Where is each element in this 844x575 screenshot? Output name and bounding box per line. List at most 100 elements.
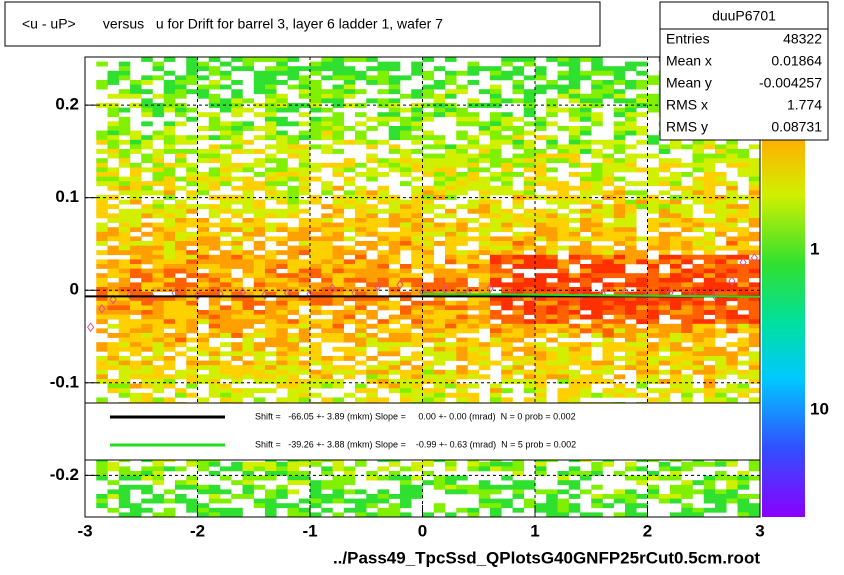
heatmap-cell bbox=[186, 172, 198, 177]
heatmap-cell bbox=[602, 356, 615, 361]
heatmap-cell bbox=[456, 323, 468, 329]
heatmap-cell bbox=[512, 80, 525, 85]
heatmap-cell bbox=[636, 126, 648, 131]
heatmap-cell bbox=[411, 245, 423, 251]
heatmap-cell bbox=[163, 323, 176, 329]
heatmap-cell bbox=[535, 121, 547, 127]
heatmap-cell bbox=[625, 204, 637, 210]
heatmap-cell bbox=[456, 319, 468, 325]
heatmap-cell bbox=[670, 365, 682, 371]
heatmap-cell bbox=[478, 222, 491, 228]
heatmap-cell bbox=[152, 296, 165, 302]
heatmap-cell bbox=[546, 287, 558, 292]
heatmap-cell bbox=[726, 273, 738, 279]
heatmap-cell bbox=[130, 346, 142, 352]
heatmap-cell bbox=[613, 268, 626, 274]
heatmap-cell bbox=[186, 236, 198, 242]
heatmap-cell bbox=[130, 264, 142, 269]
heatmap-cell bbox=[703, 167, 716, 173]
heatmap-cell bbox=[647, 218, 660, 223]
heatmap-cell bbox=[287, 374, 300, 380]
heatmap-cell bbox=[647, 241, 660, 246]
heatmap-cell bbox=[467, 250, 480, 256]
heatmap-cell bbox=[118, 75, 131, 81]
heatmap-cell bbox=[310, 480, 322, 486]
heatmap-cell bbox=[186, 254, 198, 260]
heatmap-cell bbox=[703, 153, 716, 159]
heatmap-cell bbox=[152, 93, 165, 99]
heatmap-cell bbox=[400, 291, 412, 297]
heatmap-cell bbox=[636, 374, 648, 380]
heatmap-cell bbox=[231, 369, 243, 375]
heatmap-cell bbox=[343, 273, 356, 279]
heatmap-cell bbox=[343, 250, 356, 256]
heatmap-cell bbox=[400, 374, 412, 380]
heatmap-cell bbox=[490, 466, 502, 472]
heatmap-cell bbox=[512, 319, 525, 325]
heatmap-cell bbox=[175, 388, 187, 394]
heatmap-cell bbox=[613, 241, 626, 246]
heatmap-cell bbox=[220, 287, 232, 292]
heatmap-cell bbox=[456, 149, 468, 154]
heatmap-cell bbox=[400, 388, 412, 394]
heatmap-cell bbox=[175, 218, 187, 223]
heatmap-cell bbox=[220, 259, 232, 265]
heatmap-cell bbox=[568, 199, 581, 205]
heatmap-cell bbox=[152, 356, 165, 361]
heatmap-cell bbox=[636, 310, 648, 315]
heatmap-cell bbox=[163, 121, 176, 127]
heatmap-cell bbox=[658, 259, 671, 265]
heatmap-cell bbox=[321, 116, 333, 122]
heatmap-cell bbox=[231, 250, 243, 256]
stats-value: -0.004257 bbox=[759, 75, 822, 91]
heatmap-cell bbox=[613, 494, 626, 499]
heatmap-cell bbox=[265, 185, 277, 191]
heatmap-cell bbox=[298, 167, 311, 173]
heatmap-cell bbox=[265, 93, 277, 99]
heatmap-cell bbox=[490, 84, 502, 90]
heatmap-cell bbox=[242, 346, 255, 352]
stats-label: RMS x bbox=[666, 97, 708, 113]
heatmap-cell bbox=[467, 103, 480, 108]
heatmap-cell bbox=[355, 296, 367, 302]
heatmap-cell bbox=[186, 323, 198, 329]
heatmap-cell bbox=[107, 346, 120, 352]
heatmap-cell bbox=[343, 333, 356, 338]
heatmap-cell bbox=[625, 245, 637, 251]
heatmap-cell bbox=[748, 475, 761, 481]
heatmap-cell bbox=[501, 475, 513, 481]
heatmap-cell bbox=[107, 480, 120, 486]
heatmap-cell bbox=[152, 176, 165, 182]
heatmap-cell bbox=[163, 227, 176, 233]
heatmap-cell bbox=[478, 273, 491, 279]
heatmap-cell bbox=[276, 461, 288, 467]
heatmap-cell bbox=[591, 461, 603, 467]
heatmap-cell bbox=[748, 144, 761, 150]
heatmap-cell bbox=[287, 231, 300, 237]
heatmap-cell bbox=[625, 512, 637, 518]
heatmap-cell bbox=[141, 282, 153, 288]
heatmap-cell bbox=[163, 365, 176, 371]
heatmap-cell bbox=[400, 305, 412, 311]
heatmap-cell bbox=[321, 507, 333, 513]
heatmap-cell bbox=[467, 167, 480, 173]
heatmap-cell bbox=[130, 190, 142, 196]
heatmap-cell bbox=[456, 250, 468, 256]
heatmap-cell bbox=[208, 98, 221, 104]
heatmap-cell bbox=[478, 342, 491, 348]
heatmap-cell bbox=[445, 75, 457, 81]
heatmap-cell bbox=[287, 254, 300, 260]
heatmap-cell bbox=[186, 356, 198, 361]
heatmap-cell bbox=[366, 282, 378, 288]
heatmap-cell bbox=[670, 374, 682, 380]
heatmap-cell bbox=[220, 268, 232, 274]
heatmap-cell bbox=[400, 333, 412, 338]
heatmap-cell bbox=[636, 139, 648, 145]
heatmap-cell bbox=[163, 89, 176, 95]
heatmap-cell bbox=[411, 365, 423, 371]
heatmap-cell bbox=[355, 250, 367, 256]
heatmap-cell bbox=[456, 130, 468, 136]
heatmap-cell bbox=[737, 231, 750, 237]
heatmap-cell bbox=[265, 213, 277, 219]
heatmap-cell bbox=[152, 259, 165, 265]
